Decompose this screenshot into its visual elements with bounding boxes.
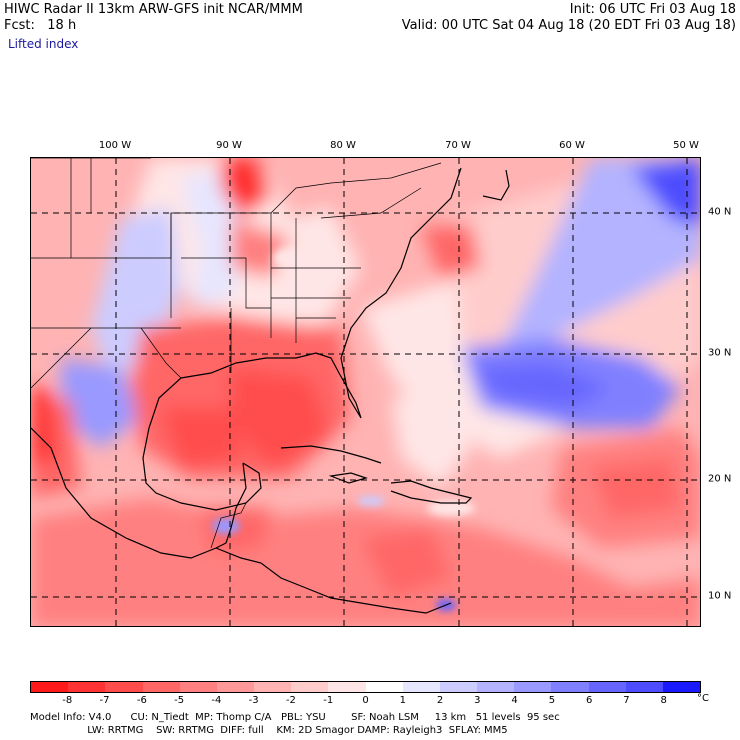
colorbar-swatch (216, 682, 255, 692)
colorbar-swatch (514, 682, 552, 692)
lat-label: 20 N (708, 473, 732, 485)
lat-label: 10 N (708, 590, 732, 602)
forecast-label: Fcst: (4, 18, 35, 33)
coastlines (31, 167, 510, 614)
colorbar-swatch (662, 682, 701, 692)
field-shading (31, 158, 700, 626)
colorbar-swatch (291, 682, 329, 692)
colorbar-tick-label: -6 (136, 695, 147, 706)
colorbar-swatch (625, 682, 663, 692)
valid-time: Valid: 00 UTC Sat 04 Aug 18 (20 EDT Fri … (401, 18, 736, 33)
forecast-hour: Fcst: 18 h (4, 19, 76, 33)
colorbar-swatch (477, 682, 515, 692)
lon-label: 70 W (445, 140, 471, 151)
map-title: HIWC Radar II 13km ARW-GFS init NCAR/MMM (4, 2, 303, 17)
colorbar (30, 681, 701, 693)
map-canvas (31, 158, 700, 626)
lon-label: 60 W (559, 140, 585, 151)
colorbar-swatch (328, 682, 366, 692)
init-time: Init: 06 UTC Fri 03 Aug 18 (569, 2, 736, 17)
colorbar-tick-label: -5 (174, 695, 185, 706)
colorbar-swatch (68, 682, 106, 692)
colorbar-tick-label: 7 (623, 695, 630, 706)
colorbar-tick-label: 6 (585, 695, 593, 706)
colorbar-tick-label: 1 (399, 695, 406, 706)
lon-label: 50 W (673, 140, 699, 151)
colorbar-swatch (365, 682, 403, 692)
colorbar-tick-label: -4 (211, 695, 222, 706)
lat-label: 40 N (708, 206, 732, 218)
graticule (31, 158, 700, 626)
model-info-line-1: Model Info: V4.0 CU: N_Tiedt MP: Thomp C… (30, 712, 560, 723)
colorbar-swatch (142, 682, 180, 692)
colorbar-tick-label: -2 (285, 695, 296, 706)
colorbar-swatch (254, 682, 292, 692)
colorbar-tick-label: 3 (474, 695, 481, 706)
colorbar-tick-label: 8 (660, 695, 667, 706)
model-info-line-2: LW: RRTMG SW: RRTMG DIFF: full KM: 2D Sm… (30, 725, 508, 736)
colorbar-tick-label: 5 (548, 695, 556, 706)
colorbar-swatch (439, 682, 478, 692)
colorbar-tick-label: 2 (436, 695, 444, 706)
colorbar-tick-label: -3 (248, 695, 259, 706)
lifted-index-map (30, 157, 701, 627)
colorbar-swatch (551, 682, 589, 692)
lat-label: 30 N (708, 347, 732, 359)
colorbar-swatch (588, 682, 626, 692)
lon-label: 100 W (98, 140, 132, 151)
forecast-value: 18 h (47, 18, 77, 33)
colorbar-tick-label: -7 (99, 695, 110, 706)
colorbar-tick-label: -1 (323, 695, 334, 706)
colorbar-swatch (31, 682, 69, 692)
lon-label: 90 W (216, 140, 242, 151)
colorbar-swatch (179, 682, 217, 692)
colorbar-tick-label: 0 (362, 695, 369, 706)
colorbar-tick-label: 4 (511, 695, 518, 706)
lon-label: 80 W (330, 140, 356, 151)
colorbar-tick-label: -8 (62, 695, 73, 706)
colorbar-swatch (402, 682, 440, 692)
colorbar-unit: °C (697, 693, 709, 704)
colorbar-swatch (105, 682, 143, 692)
variable-name: Lifted index (8, 37, 79, 51)
